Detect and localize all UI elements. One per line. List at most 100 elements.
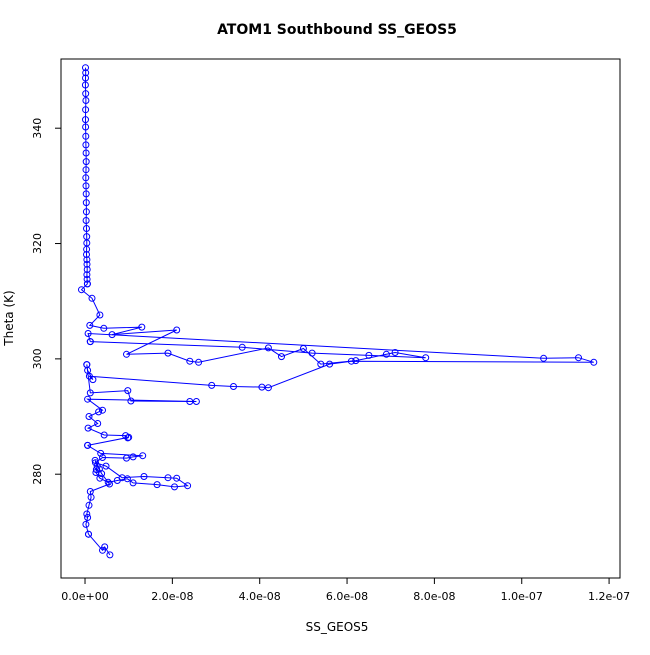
data-point bbox=[83, 266, 91, 273]
series-line-5 bbox=[85, 444, 190, 535]
data-point bbox=[123, 475, 131, 483]
data-point bbox=[95, 408, 103, 416]
data-point bbox=[83, 245, 91, 253]
x-axis: 0.0e+00 2.0e-08 4.0e-08 6.0e-08 8.0e-08 1.0e-… bbox=[61, 577, 630, 603]
data-point bbox=[192, 398, 200, 405]
data-point bbox=[82, 208, 90, 216]
data-point bbox=[258, 383, 266, 391]
data-point bbox=[365, 351, 373, 359]
data-point bbox=[138, 323, 146, 331]
series-line-6 bbox=[88, 533, 111, 556]
data-point bbox=[173, 326, 181, 334]
data-point bbox=[83, 225, 90, 232]
x-tick-label: 6.0e-08 bbox=[326, 590, 368, 603]
data-point bbox=[86, 389, 94, 397]
data-point bbox=[326, 360, 334, 368]
data-point bbox=[127, 397, 135, 405]
data-point bbox=[99, 406, 106, 414]
data-point bbox=[540, 354, 548, 362]
data-point bbox=[391, 349, 399, 356]
series-layer bbox=[80, 67, 594, 556]
data-point bbox=[173, 474, 181, 482]
data-point bbox=[347, 357, 355, 365]
y-tick-label: 320 bbox=[31, 233, 44, 254]
data-point bbox=[102, 462, 110, 470]
data-point bbox=[264, 384, 272, 392]
data-point bbox=[82, 190, 90, 198]
data-point bbox=[186, 398, 194, 405]
data-point bbox=[85, 413, 93, 420]
data-point bbox=[83, 271, 91, 279]
data-point bbox=[186, 357, 194, 365]
series-line-4 bbox=[86, 364, 197, 446]
data-point bbox=[308, 349, 316, 357]
data-point bbox=[124, 387, 132, 395]
data-point bbox=[171, 483, 178, 491]
data-point bbox=[84, 395, 92, 403]
data-point bbox=[83, 275, 91, 283]
data-point bbox=[82, 106, 90, 114]
data-point bbox=[83, 280, 91, 288]
data-point bbox=[101, 543, 109, 551]
data-point bbox=[99, 454, 106, 461]
data-point bbox=[123, 454, 130, 462]
data-point bbox=[82, 199, 90, 207]
data-point bbox=[100, 324, 108, 332]
data-point bbox=[91, 456, 99, 464]
data-point bbox=[82, 116, 89, 124]
data-point bbox=[82, 97, 90, 104]
data-point bbox=[82, 141, 90, 149]
y-axis-label: Theta (K) bbox=[2, 290, 16, 346]
data-point bbox=[86, 321, 94, 329]
y-tick-label: 300 bbox=[31, 348, 44, 369]
data-point bbox=[129, 479, 137, 487]
data-point bbox=[83, 510, 91, 518]
data-point bbox=[278, 353, 285, 361]
data-point bbox=[84, 441, 92, 449]
data-point bbox=[108, 331, 116, 339]
data-point bbox=[84, 424, 92, 432]
data-point bbox=[82, 90, 90, 98]
x-tick-label: 1.0e-07 bbox=[501, 590, 543, 603]
data-point bbox=[82, 132, 90, 140]
y-axis: 280 300 320 340 bbox=[31, 118, 62, 485]
data-point bbox=[82, 74, 89, 82]
data-point bbox=[82, 64, 89, 72]
data-point bbox=[82, 217, 90, 224]
data-point bbox=[422, 354, 430, 362]
marker-layer bbox=[78, 64, 598, 559]
data-point bbox=[88, 294, 96, 302]
data-point bbox=[164, 474, 172, 482]
data-point bbox=[78, 286, 85, 294]
series-line-1 bbox=[84, 67, 88, 284]
plot-frame bbox=[60, 58, 621, 579]
x-axis-label: SS_GEOS5 bbox=[306, 620, 369, 634]
y-tick-label: 280 bbox=[31, 464, 44, 485]
data-point bbox=[82, 520, 90, 528]
data-point bbox=[106, 551, 114, 559]
data-point bbox=[92, 466, 100, 474]
data-point bbox=[299, 345, 307, 352]
data-point bbox=[89, 376, 97, 384]
data-point bbox=[575, 354, 582, 362]
data-point bbox=[123, 350, 130, 358]
data-point bbox=[208, 381, 216, 389]
data-point bbox=[106, 480, 113, 488]
data-point bbox=[82, 69, 90, 77]
data-point bbox=[84, 330, 92, 337]
data-point bbox=[82, 166, 90, 174]
data-point bbox=[84, 514, 92, 521]
data-point bbox=[82, 174, 90, 182]
data-point bbox=[97, 449, 105, 457]
data-point bbox=[164, 349, 172, 357]
data-point bbox=[139, 452, 147, 460]
data-point bbox=[86, 338, 94, 346]
data-point bbox=[87, 493, 95, 501]
data-point bbox=[94, 420, 102, 427]
data-point bbox=[100, 431, 108, 439]
x-tick-label: 0.0e+00 bbox=[61, 590, 108, 603]
data-point bbox=[98, 470, 106, 478]
data-point bbox=[113, 477, 121, 484]
